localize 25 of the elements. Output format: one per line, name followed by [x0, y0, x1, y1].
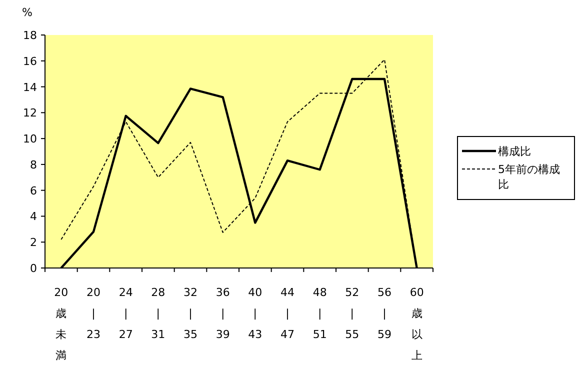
y-tick-label: 6 — [30, 184, 37, 198]
y-axis-title: % — [22, 6, 32, 19]
y-tick-label: 2 — [30, 236, 37, 250]
x-tick-label: 44|47 — [280, 286, 294, 341]
y-tick-label: 12 — [23, 106, 37, 120]
x-tick-label: 36|39 — [216, 286, 230, 341]
x-tick-label: 40|43 — [248, 286, 262, 341]
y-tick-label: 14 — [23, 80, 37, 94]
x-tick-label: 32|35 — [184, 286, 198, 341]
x-tick-label: 20|23 — [86, 286, 100, 341]
y-tick-label: 18 — [23, 29, 37, 42]
y-tick-label: 10 — [23, 132, 37, 146]
y-tick-label: 0 — [30, 262, 37, 275]
x-tick-label: 20歳未満 — [54, 286, 68, 362]
x-tick-label: 52|55 — [345, 286, 360, 341]
x-tick-label: 48|51 — [312, 286, 327, 341]
legend-label: 5年前の構成比 — [498, 162, 561, 192]
x-tick-label: 60歳以上 — [410, 286, 424, 362]
x-tick-label: 24|27 — [118, 286, 133, 341]
x-tick-label: 56|59 — [378, 286, 392, 341]
y-tick-label: 8 — [30, 158, 37, 172]
legend-label: 構成比 — [498, 144, 531, 159]
x-tick-label: 28|31 — [151, 286, 166, 341]
y-tick-label: 16 — [23, 54, 37, 68]
y-tick-label: 4 — [30, 210, 37, 224]
